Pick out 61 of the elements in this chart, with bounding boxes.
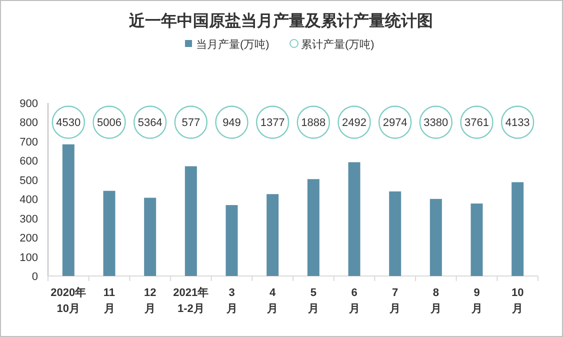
annotation: 3380 <box>419 106 453 139</box>
x-tick-label: 3 月 <box>225 287 238 315</box>
y-tick-label: 700 <box>20 136 38 148</box>
bar <box>512 182 524 276</box>
annotation: 3380 <box>424 117 448 130</box>
annotation: 4530 <box>56 117 81 130</box>
annotation: 2974 <box>382 117 408 130</box>
annotation: 5006 <box>97 117 122 130</box>
annotation: 1377 <box>256 106 290 139</box>
bar <box>144 198 156 276</box>
title: 近一年中国原盐当月产量及累计产量统计图 <box>129 13 433 30</box>
x-tick-label: 7 月 <box>388 287 401 315</box>
bar <box>103 190 116 276</box>
legend-label: 累计产量(万吨) <box>301 38 374 51</box>
annotation: 577 <box>174 106 208 139</box>
annotation: 949 <box>215 106 248 139</box>
y-tick-label: 800 <box>20 117 38 130</box>
annotation: 2492 <box>342 117 366 130</box>
y-tick-label: 900 <box>20 98 38 110</box>
x-tick-label: 12 月 <box>144 287 156 315</box>
y-tick-label: 600 <box>20 156 38 168</box>
annotation: 1377 <box>260 117 285 130</box>
bar <box>266 194 279 276</box>
bar <box>184 166 197 276</box>
annotation: 3761 <box>464 117 489 130</box>
annotation: 2974 <box>378 106 412 139</box>
bar <box>62 144 74 276</box>
annotation: 5364 <box>138 117 162 130</box>
bar <box>348 162 360 276</box>
annotation: 4530 <box>52 106 86 139</box>
bar <box>430 198 442 276</box>
x-tick-label: 10 月 <box>511 287 524 315</box>
x-tick-label: 2020年 10月 <box>50 286 86 315</box>
y-tick-label: 400 <box>20 194 38 206</box>
y-tick-label: 200 <box>20 232 38 245</box>
annotation: 2492 <box>338 106 371 139</box>
bar <box>226 205 238 276</box>
x-tick-label: 4 月 <box>266 287 278 315</box>
bar <box>470 204 483 276</box>
x-tick-label: 2021年 1-2月 <box>173 286 209 315</box>
x-tick-label: 5 月 <box>306 287 319 315</box>
annotation: 3761 <box>460 106 494 139</box>
x-tick-label: 8 月 <box>429 287 442 315</box>
annotation: 1888 <box>301 117 326 130</box>
bar <box>307 179 320 276</box>
annotation: 5006 <box>92 106 126 139</box>
annotation: 949 <box>222 117 241 130</box>
annotation: 1888 <box>296 106 330 139</box>
annotation: 5364 <box>133 106 167 139</box>
x-tick-label: 11 月 <box>102 287 116 315</box>
x-tick-label: 6 月 <box>348 287 360 315</box>
annotation: 577 <box>182 117 200 130</box>
y-tick-label: 500 <box>20 174 38 187</box>
y-tick-label: 100 <box>20 252 38 264</box>
bar <box>389 191 402 276</box>
y-tick-label: 0 <box>32 271 38 283</box>
legend-label: 当月产量(万吨) <box>196 38 270 51</box>
annotation: 4133 <box>505 117 530 130</box>
annotation: 4133 <box>500 106 534 139</box>
y-tick-label: 300 <box>20 213 38 226</box>
x-tick-label: 9 月 <box>470 287 482 315</box>
